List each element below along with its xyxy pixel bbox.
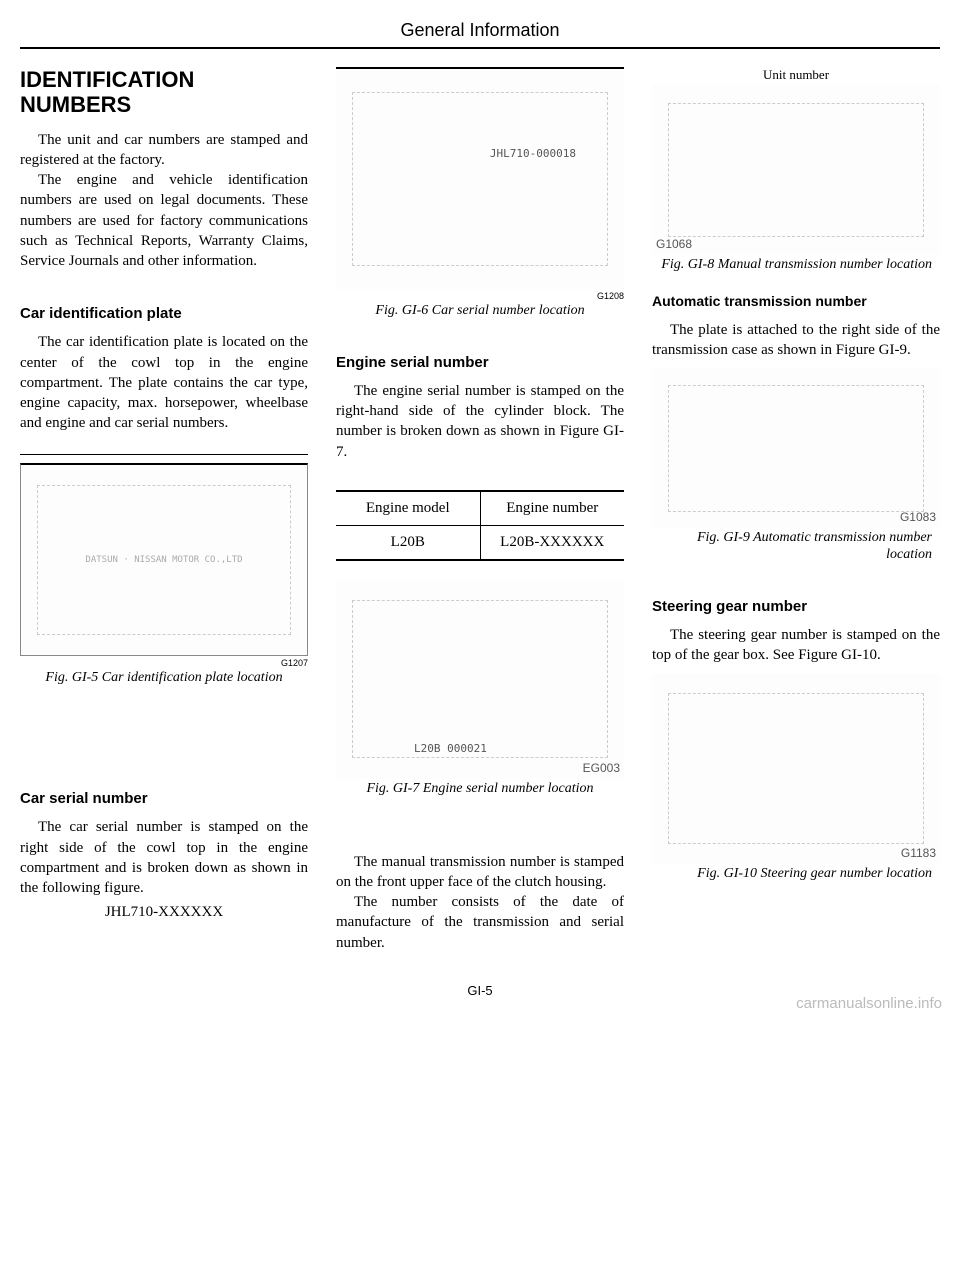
steering-para: The steering gear number is stamp­ed on … (652, 625, 940, 666)
figure-gi10-caption: Fig. GI-10 Steering gear number location (652, 866, 940, 883)
watermark: carmanualsonline.info (796, 995, 942, 1012)
figure-gi9-caption: Fig. GI-9 Automatic transmission number … (652, 530, 940, 564)
illustration-placeholder (668, 103, 923, 238)
figure-gi7-caption: Fig. GI-7 Engine serial number location (336, 781, 624, 798)
figure-gi6-text: JHL710-000018 (490, 147, 576, 160)
illustration-placeholder (352, 600, 607, 758)
table-cell-model: L20B (336, 525, 480, 560)
figure-gi6-caption: Fig. GI-6 Car serial number location (336, 303, 624, 320)
table-cell-number: L20B-XXXXXX (480, 525, 624, 560)
figure-gi5-ref: G1207 (20, 658, 308, 668)
car-serial-example: JHL710-XXXXXX (20, 904, 308, 921)
illustration-placeholder: DATSUN · NISSAN MOTOR CO.,LTD (37, 485, 291, 635)
figure-gi6: JHL710-000018 (336, 67, 624, 289)
figure-gi8-caption: Fig. GI-8 Manual transmission number loc… (652, 257, 940, 274)
section-title: IDENTIFICATION NUMBERS (20, 67, 308, 118)
car-id-plate-para: The car identification plate is located … (20, 332, 308, 433)
engine-table: Engine model Engine number L20B L20B-XXX… (336, 490, 624, 561)
left-column: IDENTIFICATION NUMBERS The unit and car … (20, 67, 308, 953)
table-header-number: Engine number (480, 491, 624, 526)
figure-gi5: DATSUN · NISSAN MOTOR CO.,LTD (20, 463, 308, 656)
figure-gi7: L20B 000021 EG003 (336, 579, 624, 779)
table-header-model: Engine model (336, 491, 480, 526)
auto-trans-para: The plate is attached to the right side … (652, 320, 940, 361)
title-line1: IDENTIFICATION (20, 67, 194, 92)
figure-gi6-ref: G1208 (336, 291, 624, 301)
divider (20, 454, 308, 455)
figure-gi10: G1183 (652, 674, 940, 864)
illustration-placeholder (668, 385, 923, 512)
intro-para-1: The unit and car numbers are stamped and… (20, 130, 308, 171)
title-line2: NUMBERS (20, 92, 131, 117)
auto-trans-heading: Automatic transmission number (652, 292, 940, 310)
figure-gi9: G1083 (652, 368, 940, 528)
engine-serial-heading: Engine serial number (336, 354, 624, 371)
steering-heading: Steering gear number (652, 598, 940, 615)
figure-gi10-ref: G1183 (901, 846, 936, 860)
car-serial-para: The car serial number is stamped on the … (20, 817, 308, 898)
manual-trans-para2: The number consists of the date of manuf… (336, 892, 624, 953)
right-column: Unit number G1068 Fig. GI-8 Manual trans… (652, 67, 940, 953)
intro-para-2: The engine and vehicle identifica­tion n… (20, 170, 308, 271)
car-serial-heading: Car serial number (20, 790, 308, 807)
figure-gi5-caption: Fig. GI-5 Car identification plate locat… (20, 670, 308, 687)
figure-gi9-ref: G1083 (900, 510, 936, 524)
unit-number-label: Unit number (652, 67, 940, 83)
figure-gi7-ref: EG003 (583, 761, 620, 775)
illustration-placeholder (668, 693, 923, 843)
figure-gi8-ref: G1068 (656, 237, 692, 251)
middle-column: JHL710-000018 G1208 Fig. GI-6 Car serial… (336, 67, 624, 953)
illustration-placeholder (352, 92, 607, 266)
figure-gi8: G1068 (652, 85, 940, 255)
figure-gi7-text: L20B 000021 (414, 742, 487, 755)
engine-serial-para: The engine serial number is stamped on t… (336, 381, 624, 462)
manual-trans-para1: The manual transmission number is stampe… (336, 852, 624, 893)
page-header: General Information (20, 20, 940, 49)
car-id-plate-heading: Car identification plate (20, 305, 308, 322)
